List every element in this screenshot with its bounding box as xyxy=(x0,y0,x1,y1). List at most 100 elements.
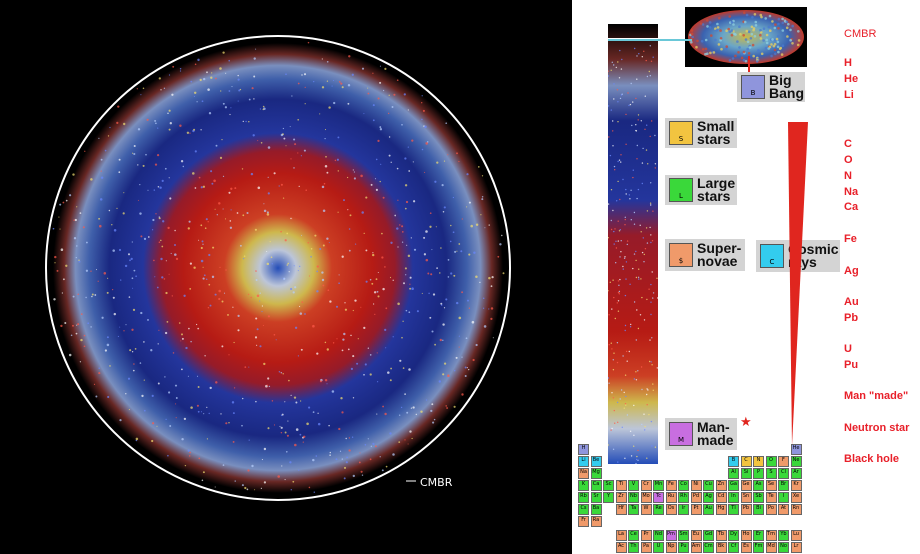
element-cell: Br xyxy=(778,480,789,491)
red-wedge-graphic xyxy=(788,122,808,446)
element-cell: Nd xyxy=(653,530,664,542)
element-cell: Er xyxy=(753,530,764,542)
element-cell: Po xyxy=(765,504,777,515)
element-cell: Ru xyxy=(665,492,677,503)
element-cell: Tc xyxy=(653,492,664,503)
element-cell: Zn xyxy=(715,480,727,491)
small-stars-label: Small stars xyxy=(697,118,735,147)
element-cell: Be xyxy=(590,456,602,467)
element-cell: Lu xyxy=(790,530,802,542)
element-cell: N xyxy=(753,456,764,467)
element-cell: Ni xyxy=(690,480,702,491)
man-made-label: Man- made xyxy=(697,419,734,448)
element-label: Fe xyxy=(844,233,857,245)
element-label: C xyxy=(844,138,852,150)
element-cell: Ir xyxy=(678,504,689,515)
element-label: H xyxy=(844,57,852,69)
element-label: Man "made" xyxy=(844,390,909,402)
element-label: Ag xyxy=(844,265,859,277)
element-cell: Li xyxy=(578,456,589,467)
element-cell: Np xyxy=(665,542,677,554)
element-cell: C xyxy=(740,456,752,467)
element-label: Ca xyxy=(844,201,859,213)
element-cell: Ba xyxy=(590,504,602,515)
element-cell: Y xyxy=(603,492,614,503)
star-icon: ★ xyxy=(740,414,752,429)
element-cell: Sb xyxy=(753,492,764,503)
element-label: N xyxy=(844,170,852,182)
element-cell: In xyxy=(728,492,739,503)
timeline-column xyxy=(608,24,658,464)
element-cell: Au xyxy=(703,504,714,515)
element-cell: Pr xyxy=(640,530,652,542)
element-cell: Tl xyxy=(728,504,739,515)
element-cell: Pu xyxy=(678,542,689,554)
element-cell: S xyxy=(765,468,777,479)
element-label: Na xyxy=(844,186,859,198)
element-cell: Hg xyxy=(715,504,727,515)
legend-supernovae: $ Super- novae xyxy=(665,239,745,271)
element-cell: Rh xyxy=(678,492,689,503)
element-label: Pb xyxy=(844,312,859,324)
element-cell: Cd xyxy=(715,492,727,503)
element-cell: At xyxy=(778,504,789,515)
element-label: Li xyxy=(844,89,854,101)
element-cell: Md xyxy=(765,542,777,554)
element-cell: Ac xyxy=(615,542,627,554)
element-cell: Cs xyxy=(578,504,589,515)
element-cell: Cr xyxy=(640,480,652,491)
element-cell: K xyxy=(578,480,589,491)
big-bang-connector xyxy=(748,56,750,72)
element-cell: Th xyxy=(628,542,639,554)
element-label: He xyxy=(844,73,859,85)
cmbr-label: CMBR xyxy=(420,476,453,489)
element-label: Pu xyxy=(844,359,859,371)
big-bang-swatch: B xyxy=(741,75,765,99)
element-cell: Co xyxy=(678,480,689,491)
element-cell: Fe xyxy=(665,480,677,491)
element-cell: Bk xyxy=(715,542,727,554)
element-cell: Se xyxy=(765,480,777,491)
legend-small-stars: S Small stars xyxy=(665,118,737,148)
element-cell: Sn xyxy=(740,492,752,503)
element-cell: Mo xyxy=(640,492,652,503)
element-cell: Ra xyxy=(590,516,602,527)
element-label: Black hole xyxy=(844,453,900,465)
cmb-connector-line xyxy=(608,39,692,41)
element-cell: Fm xyxy=(753,542,764,554)
element-cell: Sc xyxy=(603,480,614,491)
element-cell: Ca xyxy=(590,480,602,491)
universe-circle-panel: CMBR xyxy=(0,0,572,554)
element-cell: Ti xyxy=(615,480,627,491)
small-stars-swatch: S xyxy=(669,121,693,145)
cmb-map-image xyxy=(685,7,807,67)
element-cell: Tb xyxy=(715,530,727,542)
supernovae-label: Super- novae xyxy=(697,240,742,269)
element-cell: Eu xyxy=(690,530,702,542)
element-cell: Cl xyxy=(778,468,789,479)
element-cell: Dy xyxy=(728,530,739,542)
element-cell: Ga xyxy=(728,480,739,491)
element-cell: Ar xyxy=(790,468,802,479)
element-cell: Pt xyxy=(690,504,702,515)
element-label: U xyxy=(844,343,852,355)
element-cell: Lr xyxy=(790,542,802,554)
element-cell: As xyxy=(753,480,764,491)
element-cell: Mn xyxy=(653,480,664,491)
element-cell: Cu xyxy=(703,480,714,491)
element-cell: Kr xyxy=(790,480,802,491)
element-cell: Hf xyxy=(615,504,627,515)
element-cell: V xyxy=(628,480,639,491)
timeline-column-graphic xyxy=(608,24,658,464)
element-cell: O xyxy=(765,456,777,467)
element-cell: H xyxy=(578,444,589,455)
element-cell: Pm xyxy=(665,530,677,542)
supernovae-swatch: $ xyxy=(669,243,693,267)
element-cell: Nb xyxy=(628,492,639,503)
element-cell: La xyxy=(615,530,627,542)
legend-big-bang: B Big Bang xyxy=(737,72,805,102)
large-stars-swatch: L xyxy=(669,178,693,202)
big-bang-label: Big Bang xyxy=(769,72,804,101)
element-label: O xyxy=(844,154,853,166)
element-cell: Re xyxy=(653,504,664,515)
